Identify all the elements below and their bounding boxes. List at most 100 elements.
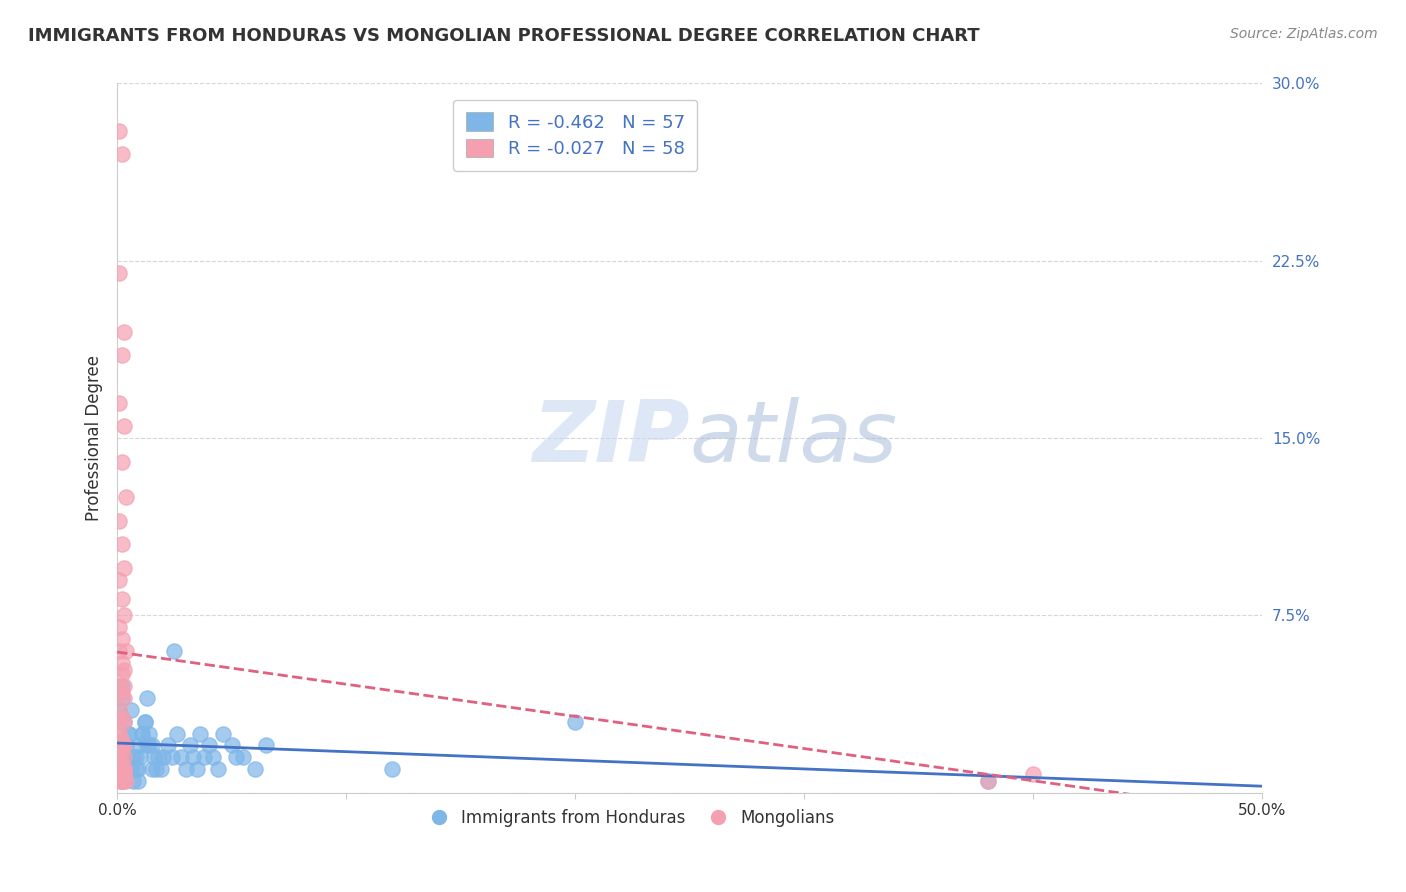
- Point: [108, 714, 131, 729]
- Point: [111, 679, 134, 693]
- Point: [112, 739, 135, 753]
- Point: [141, 762, 163, 776]
- Point: [124, 762, 146, 776]
- Point: [134, 714, 156, 729]
- Point: [976, 773, 998, 788]
- Point: [156, 739, 179, 753]
- Point: [115, 773, 138, 788]
- Point: [108, 762, 131, 776]
- Point: [112, 714, 135, 729]
- Point: [112, 561, 135, 575]
- Point: [108, 620, 131, 634]
- Point: [112, 663, 135, 677]
- Point: [111, 147, 134, 161]
- Point: [129, 750, 152, 764]
- Point: [131, 726, 153, 740]
- Point: [193, 750, 215, 764]
- Point: [111, 762, 134, 776]
- Point: [108, 762, 131, 776]
- Point: [120, 703, 142, 717]
- Point: [160, 750, 183, 764]
- Point: [108, 703, 131, 717]
- Point: [112, 714, 135, 729]
- Point: [112, 762, 135, 776]
- Point: [129, 739, 152, 753]
- Point: [108, 395, 131, 409]
- Point: [108, 266, 131, 280]
- Point: [115, 739, 138, 753]
- Point: [186, 762, 208, 776]
- Point: [111, 773, 134, 788]
- Point: [136, 739, 159, 753]
- Point: [976, 773, 998, 788]
- Point: [115, 750, 138, 764]
- Point: [108, 644, 131, 658]
- Point: [141, 739, 163, 753]
- Point: [115, 490, 138, 504]
- Point: [111, 686, 134, 700]
- Text: atlas: atlas: [690, 397, 898, 480]
- Point: [111, 710, 134, 724]
- Point: [181, 750, 204, 764]
- Point: [120, 762, 142, 776]
- Point: [108, 573, 131, 587]
- Point: [111, 766, 134, 780]
- Point: [111, 667, 134, 681]
- Point: [211, 726, 233, 740]
- Point: [111, 537, 134, 551]
- Point: [112, 750, 135, 764]
- Point: [174, 762, 197, 776]
- Point: [134, 714, 156, 729]
- Point: [221, 739, 243, 753]
- Point: [152, 750, 174, 764]
- Point: [198, 739, 221, 753]
- Point: [112, 691, 135, 706]
- Text: IMMIGRANTS FROM HONDURAS VS MONGOLIAN PROFESSIONAL DEGREE CORRELATION CHART: IMMIGRANTS FROM HONDURAS VS MONGOLIAN PR…: [28, 27, 980, 45]
- Point: [111, 757, 134, 772]
- Point: [112, 762, 135, 776]
- Point: [117, 726, 139, 740]
- Point: [138, 739, 160, 753]
- Point: [138, 726, 160, 740]
- Point: [112, 679, 135, 693]
- Point: [207, 762, 229, 776]
- Point: [112, 766, 135, 780]
- Point: [124, 750, 146, 764]
- Text: Source: ZipAtlas.com: Source: ZipAtlas.com: [1230, 27, 1378, 41]
- Point: [131, 726, 153, 740]
- Point: [108, 766, 131, 780]
- Point: [108, 124, 131, 138]
- Point: [122, 750, 145, 764]
- Point: [243, 762, 266, 776]
- Point: [381, 762, 404, 776]
- Point: [145, 762, 167, 776]
- Point: [108, 766, 131, 780]
- Point: [142, 750, 165, 764]
- Point: [166, 726, 188, 740]
- Point: [232, 750, 254, 764]
- Point: [148, 750, 170, 764]
- Point: [112, 325, 135, 339]
- Point: [108, 750, 131, 764]
- Point: [254, 739, 277, 753]
- Point: [111, 632, 134, 646]
- Point: [111, 773, 134, 788]
- Point: [111, 691, 134, 706]
- Point: [1022, 766, 1045, 780]
- Point: [108, 679, 131, 693]
- Point: [108, 726, 131, 740]
- Point: [112, 739, 135, 753]
- Point: [108, 750, 131, 764]
- Point: [108, 514, 131, 528]
- Text: ZIP: ZIP: [533, 397, 690, 480]
- Point: [202, 750, 225, 764]
- Point: [117, 726, 139, 740]
- Point: [179, 739, 201, 753]
- Point: [108, 726, 131, 740]
- Point: [108, 773, 131, 788]
- Point: [122, 773, 145, 788]
- Point: [111, 733, 134, 747]
- Point: [111, 739, 134, 753]
- Point: [136, 691, 159, 706]
- Point: [111, 773, 134, 788]
